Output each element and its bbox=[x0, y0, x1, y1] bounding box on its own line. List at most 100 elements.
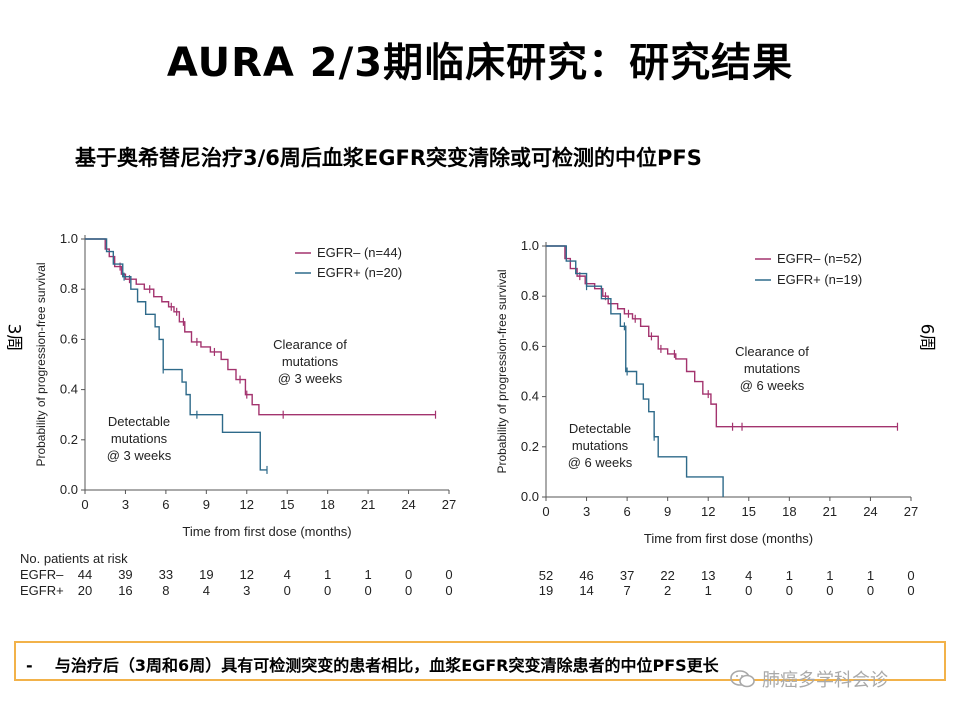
risk-value: 3 bbox=[243, 583, 250, 598]
risk-value: 0 bbox=[405, 567, 412, 582]
risk-value: 1 bbox=[867, 568, 874, 583]
risk-value: 20 bbox=[78, 583, 92, 598]
x-tick-label: 18 bbox=[320, 497, 334, 512]
risk-value: 19 bbox=[199, 567, 213, 582]
footer-conclusion: - 与治疗后（3周和6周）具有可检测突变的患者相比，血浆EGFR突变清除患者的中… bbox=[26, 652, 719, 676]
annotation-clearance: @ 6 weeks bbox=[740, 378, 805, 393]
risk-value: 0 bbox=[284, 583, 291, 598]
risk-row-label: EGFR+ bbox=[20, 583, 64, 598]
y-tick-label: 0.2 bbox=[521, 439, 539, 454]
annotation-clearance: Clearance of bbox=[273, 337, 347, 352]
legend-label: EGFR+ (n=20) bbox=[317, 265, 402, 280]
y-tick-label: 0.0 bbox=[60, 482, 78, 497]
legend-label: EGFR– (n=44) bbox=[317, 245, 402, 260]
risk-value: 4 bbox=[745, 568, 752, 583]
risk-value: 1 bbox=[705, 583, 712, 598]
risk-value: 46 bbox=[579, 568, 593, 583]
x-tick-label: 0 bbox=[542, 504, 549, 519]
annotation-detectable: Detectable bbox=[108, 414, 170, 429]
x-tick-label: 6 bbox=[623, 504, 630, 519]
risk-value: 0 bbox=[786, 583, 793, 598]
x-tick-label: 3 bbox=[122, 497, 129, 512]
risk-value: 0 bbox=[445, 583, 452, 598]
legend-label: EGFR– (n=52) bbox=[777, 251, 862, 266]
watermark-text: 肺癌多学科会诊 bbox=[762, 670, 888, 691]
y-axis-label: Probability of progression-free survival bbox=[495, 269, 509, 473]
risk-value: 1 bbox=[324, 567, 331, 582]
y-tick-label: 0.4 bbox=[60, 382, 78, 397]
egfr-minus-curve bbox=[546, 245, 898, 428]
wechat-icon bbox=[730, 670, 755, 688]
risk-value: 0 bbox=[324, 583, 331, 598]
x-axis-label: Time from first dose (months) bbox=[182, 524, 351, 539]
watermark: 肺癌多学科会诊 bbox=[730, 666, 888, 692]
risk-value: 1 bbox=[826, 568, 833, 583]
risk-value: 0 bbox=[445, 567, 452, 582]
y-tick-label: 0.8 bbox=[521, 288, 539, 303]
annotation-detectable: @ 3 weeks bbox=[107, 448, 172, 463]
risk-value: 13 bbox=[701, 568, 715, 583]
x-tick-label: 12 bbox=[701, 504, 715, 519]
x-tick-label: 9 bbox=[203, 497, 210, 512]
risk-value: 12 bbox=[240, 567, 254, 582]
annotation-clearance: mutations bbox=[744, 361, 801, 376]
x-tick-label: 12 bbox=[240, 497, 254, 512]
x-tick-label: 24 bbox=[401, 497, 415, 512]
risk-value: 1 bbox=[364, 567, 371, 582]
risk-value: 0 bbox=[826, 583, 833, 598]
x-tick-label: 0 bbox=[81, 497, 88, 512]
risk-value: 0 bbox=[907, 583, 914, 598]
x-tick-label: 24 bbox=[863, 504, 877, 519]
y-tick-label: 1.0 bbox=[60, 231, 78, 246]
risk-value: 7 bbox=[623, 583, 630, 598]
x-tick-label: 27 bbox=[442, 497, 456, 512]
annotation-clearance: Clearance of bbox=[735, 344, 809, 359]
y-tick-label: 0.6 bbox=[521, 338, 539, 353]
y-axis-label: Probability of progression-free survival bbox=[34, 262, 48, 466]
x-tick-label: 15 bbox=[280, 497, 294, 512]
risk-value: 44 bbox=[78, 567, 92, 582]
footer-conclusion-box: - 与治疗后（3周和6周）具有可检测突变的患者相比，血浆EGFR突变清除患者的中… bbox=[14, 641, 946, 681]
annotation-clearance: @ 3 weeks bbox=[278, 371, 343, 386]
risk-value: 16 bbox=[118, 583, 132, 598]
risk-value: 0 bbox=[907, 568, 914, 583]
x-tick-label: 3 bbox=[583, 504, 590, 519]
egfr-plus-curve bbox=[85, 238, 267, 471]
x-tick-label: 18 bbox=[782, 504, 796, 519]
risk-table-header: No. patients at risk bbox=[20, 551, 128, 566]
annotation-detectable: mutations bbox=[111, 431, 168, 446]
annotation-detectable: @ 6 weeks bbox=[568, 455, 633, 470]
risk-value: 0 bbox=[364, 583, 371, 598]
slide-subtitle: 基于奥希替尼治疗3/6周后血浆EGFR突变清除或可检测的中位PFS bbox=[75, 146, 702, 170]
egfr-plus-curve bbox=[546, 245, 724, 497]
x-tick-label: 15 bbox=[742, 504, 756, 519]
annotation-clearance: mutations bbox=[282, 354, 339, 369]
risk-value: 0 bbox=[745, 583, 752, 598]
risk-value: 4 bbox=[284, 567, 291, 582]
annotation-detectable: Detectable bbox=[569, 421, 631, 436]
risk-value: 4 bbox=[203, 583, 210, 598]
risk-value: 8 bbox=[162, 583, 169, 598]
y-tick-label: 0.0 bbox=[521, 489, 539, 504]
risk-value: 0 bbox=[867, 583, 874, 598]
y-tick-label: 1.0 bbox=[521, 238, 539, 253]
x-tick-label: 9 bbox=[664, 504, 671, 519]
risk-value: 33 bbox=[159, 567, 173, 582]
annotation-detectable: mutations bbox=[572, 438, 629, 453]
risk-value: 0 bbox=[405, 583, 412, 598]
risk-value: 39 bbox=[118, 567, 132, 582]
legend-label: EGFR+ (n=19) bbox=[777, 272, 862, 287]
x-tick-label: 21 bbox=[823, 504, 837, 519]
slide-title: AURA 2/3期临床研究：研究结果 bbox=[166, 40, 794, 86]
x-axis-label: Time from first dose (months) bbox=[644, 531, 813, 546]
y-tick-label: 0.2 bbox=[60, 432, 78, 447]
y-tick-label: 0.8 bbox=[60, 281, 78, 296]
risk-value: 14 bbox=[579, 583, 593, 598]
y-tick-label: 0.4 bbox=[521, 389, 539, 404]
footer-bullet: - bbox=[26, 656, 33, 675]
risk-value: 19 bbox=[539, 583, 553, 598]
y-tick-label: 0.6 bbox=[60, 331, 78, 346]
risk-value: 52 bbox=[539, 568, 553, 583]
